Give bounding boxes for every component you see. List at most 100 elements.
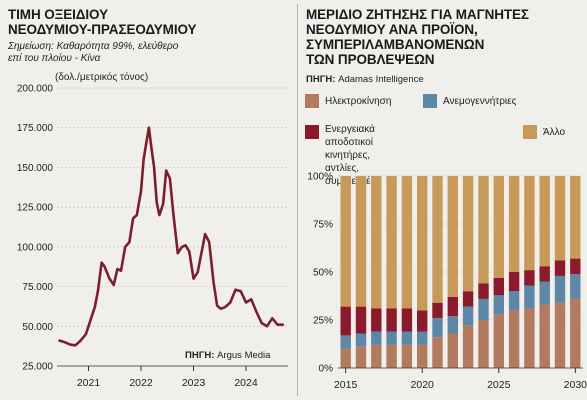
bar-segment xyxy=(508,176,520,272)
bar-segment xyxy=(539,304,550,368)
bar-segment xyxy=(493,295,504,315)
y-tick-label: 125.000 xyxy=(17,203,54,214)
demand-chart-source-label: ΠΗΓΗ: xyxy=(306,74,336,85)
bar-segment xyxy=(462,325,474,368)
y-tick-label: 75.000 xyxy=(22,282,53,293)
bar-segment xyxy=(417,310,428,332)
bar-segment xyxy=(447,176,458,297)
bar-segment xyxy=(478,298,489,320)
y-tick-label: 50% xyxy=(313,268,333,279)
legend-label-electromobility: Ηλεκτροκίνηση xyxy=(325,96,392,107)
bar-segment xyxy=(478,283,489,299)
bar-segment xyxy=(340,348,351,368)
bar-segment xyxy=(493,314,504,368)
bar-segment xyxy=(340,176,351,307)
bar-segment xyxy=(340,335,351,349)
price-chart-panel: ΤΙΜΗ ΟΞΕΙΔΙΟΥ ΝΕΟΔΥΜΙΟΥ-ΠΡΑΣΕΟΔΥΜΙΟΥ Σημ… xyxy=(8,7,288,389)
bar-segment xyxy=(478,176,489,284)
legend-label-other: Άλλο xyxy=(543,127,566,138)
y-tick-label: 100.000 xyxy=(17,242,54,253)
price-chart-note: Σημείωση: Καθαρότητα 99%, ελεύθερο επί τ… xyxy=(8,41,179,64)
bar-segment xyxy=(371,331,382,345)
y-tick-label: 200.000 xyxy=(17,84,54,95)
bar-segment xyxy=(447,316,458,334)
y-tick-label: 50.000 xyxy=(22,322,53,333)
bar-segment xyxy=(386,345,397,368)
price-chart-unit: (δολ./μετρικός τόνος) xyxy=(55,72,149,83)
bar-segment xyxy=(355,306,367,334)
bar-segment xyxy=(371,308,382,332)
price-chart-source-value: Argus Media xyxy=(217,350,271,361)
bar-segment xyxy=(570,258,581,274)
bar-segment xyxy=(539,281,550,305)
bar-segment xyxy=(417,331,428,345)
bar-segment xyxy=(539,266,550,282)
bar-segment xyxy=(570,176,581,259)
bar-segment xyxy=(570,298,581,368)
demand-stacked-bar-chart: 0% 25% 50% 75% 100% 2015 2020 2025 2030 xyxy=(307,172,587,392)
bar-segment xyxy=(355,333,367,347)
bar-segment xyxy=(539,176,550,267)
bar-segment xyxy=(462,291,474,307)
demand-chart-source: ΠΗΓΗ: Adamas Intelligence xyxy=(306,74,424,85)
x-tick-label: 2020 xyxy=(411,379,435,391)
y-tick-label: 75% xyxy=(313,220,333,231)
y-tick-label: 0% xyxy=(319,364,334,375)
bar-segment xyxy=(462,176,474,292)
bar-segment xyxy=(417,176,428,311)
bar-segment xyxy=(432,337,443,368)
demand-chart-title: ΜΕΡΙΔΙΟ ΖΗΤΗΣΗΣ ΓΙΑ ΜΑΓΝΗΤΕΣ ΝΕΟΔΥΜΙΟΥ Α… xyxy=(306,7,529,67)
bar-segment xyxy=(417,345,428,368)
demand-chart-source-value: Adamas Intelligence xyxy=(338,74,424,85)
price-series-line xyxy=(58,126,285,347)
y-tick-label: 150.000 xyxy=(17,163,54,174)
legend-swatch-other xyxy=(523,125,537,139)
panel-divider xyxy=(297,4,298,396)
bar-segment xyxy=(554,260,566,276)
bar-segment xyxy=(493,176,504,278)
bar-segment xyxy=(554,176,566,261)
bar-segment xyxy=(462,306,474,326)
bar-segment xyxy=(386,176,397,309)
bar-segment xyxy=(340,306,351,336)
bar-segment xyxy=(432,302,443,319)
bar-segment xyxy=(524,270,535,286)
bar-segment xyxy=(386,308,397,332)
bar-segment xyxy=(371,345,382,368)
bar-segment xyxy=(371,176,382,309)
legend-swatch-wind-turbines xyxy=(423,94,437,108)
price-line-chart: 25.000 50.000 75.000 100.000 125.000 150.000 1… xyxy=(17,84,288,389)
bar-segment xyxy=(508,310,520,368)
x-tick-label: 2022 xyxy=(129,377,153,389)
bar-segment xyxy=(432,318,443,338)
bar-segment xyxy=(524,176,535,271)
legend-swatch-electromobility xyxy=(305,94,319,108)
bar-segment xyxy=(554,302,566,368)
bar-segment xyxy=(447,297,458,317)
bar-segment xyxy=(554,275,566,303)
x-tick-label: 2024 xyxy=(234,377,258,389)
bar-segment xyxy=(355,346,367,368)
bar-segment xyxy=(401,308,413,332)
bar-segment xyxy=(570,273,581,299)
bar-segment xyxy=(508,272,520,292)
x-tick-label: 2023 xyxy=(182,377,206,389)
price-chart-source-label: ΠΗΓΗ: xyxy=(185,350,215,361)
demand-share-panel: ΜΕΡΙΔΙΟ ΖΗΤΗΣΗΣ ΓΙΑ ΜΑΓΝΗΤΕΣ ΝΕΟΔΥΜΙΟΥ Α… xyxy=(303,0,587,400)
bar-segment xyxy=(401,345,413,368)
bar-segment xyxy=(401,176,413,309)
bar-segment xyxy=(508,291,520,311)
y-tick-label: 25% xyxy=(313,316,333,327)
bar-segment xyxy=(447,333,458,368)
bar-segment xyxy=(524,308,535,368)
x-tick-label: 2025 xyxy=(487,379,511,391)
y-tick-label: 175.000 xyxy=(17,123,54,134)
x-tick-label: 2015 xyxy=(334,379,358,391)
y-tick-label: 100% xyxy=(307,172,333,183)
legend-swatch-efficient-motors xyxy=(305,125,319,139)
bar-segment xyxy=(493,277,504,296)
price-chart-title: ΤΙΜΗ ΟΞΕΙΔΙΟΥ ΝΕΟΔΥΜΙΟΥ-ΠΡΑΣΕΟΔΥΜΙΟΥ xyxy=(8,7,197,37)
bar-segment xyxy=(478,320,489,368)
x-tick-label: 2030 xyxy=(564,379,587,391)
bar-segment xyxy=(355,176,367,307)
